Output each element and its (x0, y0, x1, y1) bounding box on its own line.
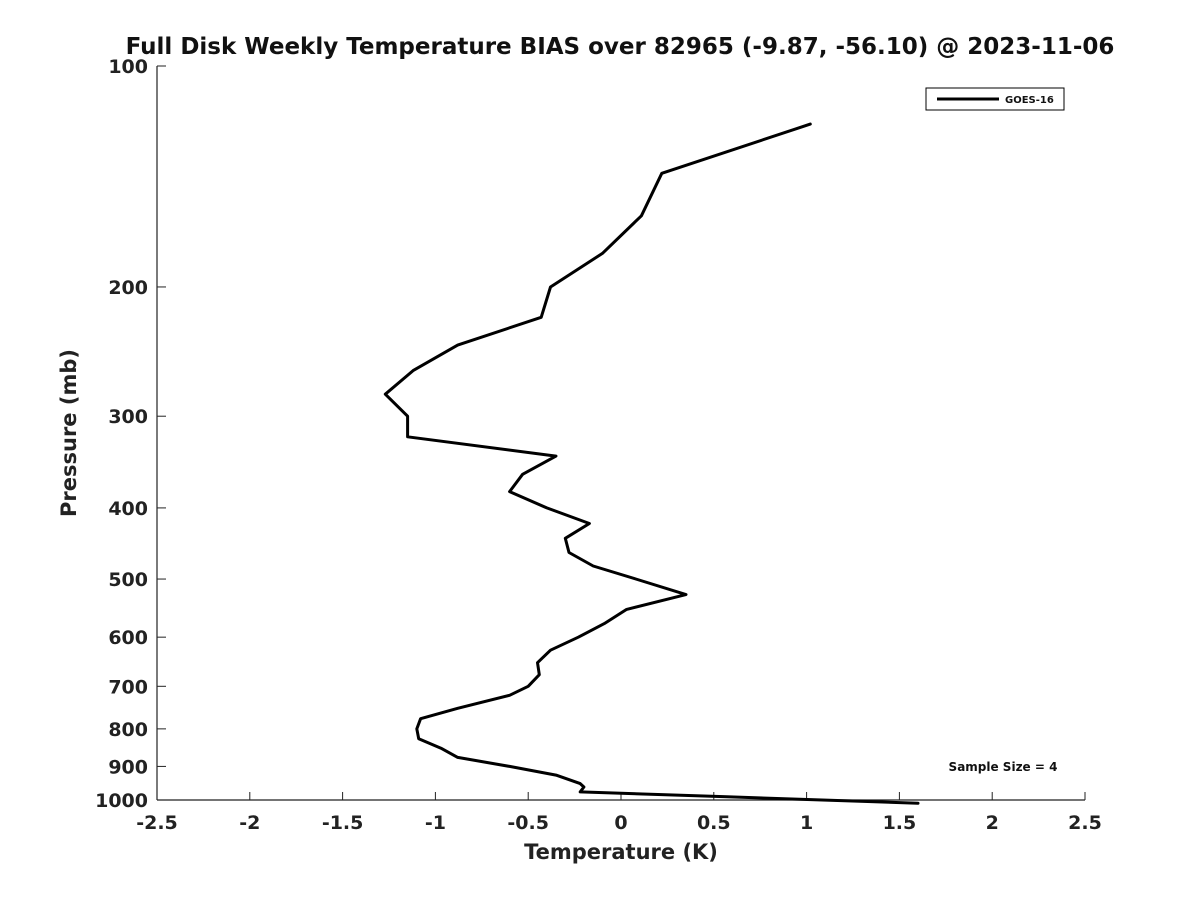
x-tick-label: -2.5 (136, 812, 178, 834)
y-tick-label: 200 (108, 277, 148, 299)
chart-title: Full Disk Weekly Temperature BIAS over 8… (126, 34, 1115, 60)
x-tick-label: 1.5 (883, 812, 917, 834)
legend-label-goes-16: GOES-16 (1005, 95, 1054, 106)
x-tick-label: 2.5 (1068, 812, 1102, 834)
x-tick-label: -2 (239, 812, 260, 834)
y-tick-label: 700 (108, 676, 148, 698)
y-tick-label: 900 (108, 756, 148, 778)
x-axis-label: Temperature (K) (524, 840, 718, 864)
x-tick-label: 1 (800, 812, 813, 834)
series-line-goes-16 (383, 122, 920, 805)
y-tick-label: 600 (108, 627, 148, 649)
series-layer (383, 122, 920, 805)
y-tick-label: 800 (108, 719, 148, 741)
x-tick-label: -0.5 (507, 812, 549, 834)
x-tick-label: -1.5 (322, 812, 364, 834)
y-tick-label: 1000 (95, 790, 148, 812)
y-axis-ticks: 100 200 300 400 500 600 700 800 900 1000 (95, 56, 166, 812)
x-tick-label: 0 (614, 812, 627, 834)
y-axis-label: Pressure (mb) (57, 349, 81, 517)
y-tick-label: 100 (108, 56, 148, 78)
y-tick-label: 300 (108, 406, 148, 428)
y-tick-label: 400 (108, 498, 148, 520)
x-tick-label: 2 (986, 812, 999, 834)
x-axis-ticks: -2.5 -2 -1.5 -1 -0.5 0 0.5 1 1.5 2 2.5 (136, 792, 1102, 834)
sample-size-annotation: Sample Size = 4 (949, 760, 1058, 774)
x-tick-label: 0.5 (697, 812, 731, 834)
x-tick-label: -1 (425, 812, 446, 834)
y-tick-label: 500 (108, 569, 148, 591)
legend: GOES-16 (925, 87, 1065, 111)
